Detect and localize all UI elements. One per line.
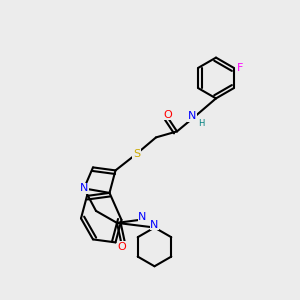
Text: O: O (117, 242, 126, 252)
Text: N: N (138, 212, 147, 222)
Text: H: H (198, 119, 204, 128)
Text: F: F (236, 63, 243, 73)
Text: O: O (164, 110, 172, 120)
Text: N: N (150, 220, 159, 230)
Text: S: S (133, 149, 140, 159)
Text: N: N (80, 183, 88, 194)
Text: N: N (188, 111, 196, 122)
